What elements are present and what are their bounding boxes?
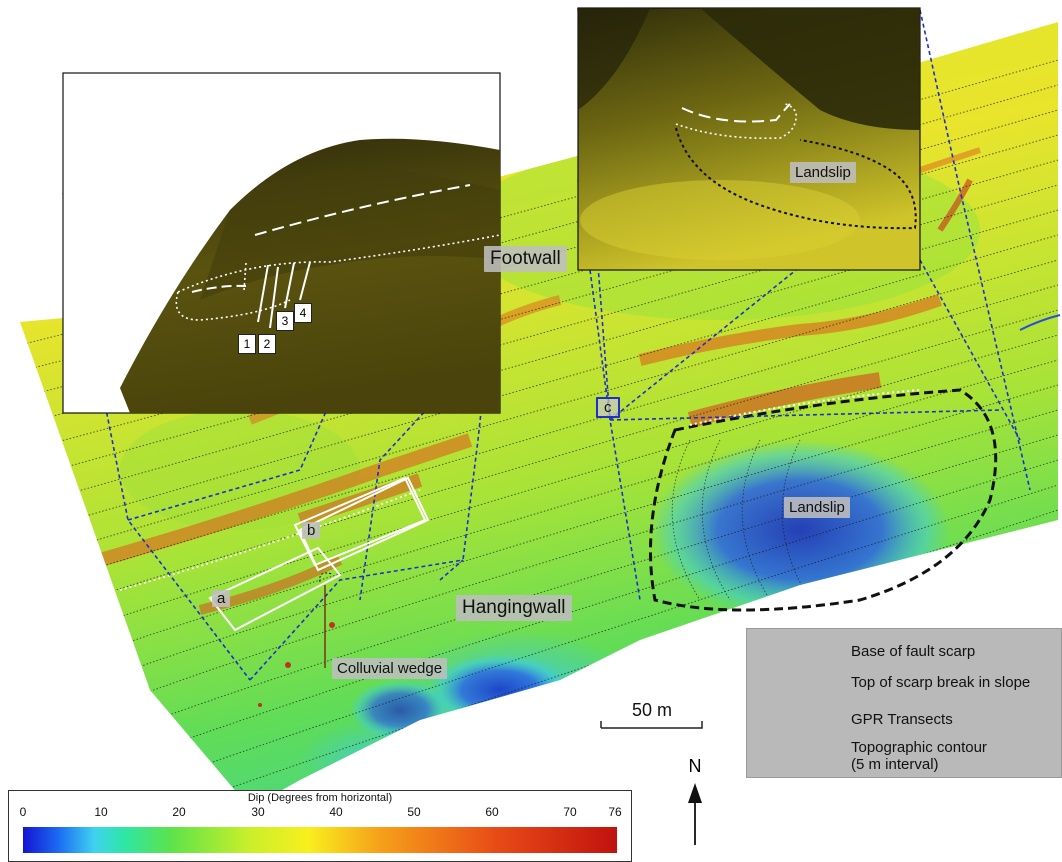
landslip-inset-label: Landslip — [790, 162, 856, 183]
inset-3d-view-footwall — [62, 72, 501, 414]
colorbar-tick: 40 — [329, 805, 343, 819]
scale-bar: 50 m — [600, 700, 704, 730]
site-a-label: a — [212, 590, 231, 607]
north-arrow-label: N — [688, 756, 702, 776]
colorbar-tick: 70 — [563, 805, 577, 819]
scale-bar-label: 50 m — [631, 700, 673, 720]
inset-3d-view-landslip — [577, 7, 921, 271]
colorbar-tick: 20 — [172, 805, 186, 819]
colorbar-tick: 76 — [608, 805, 622, 819]
legend-label: GPR Transects — [851, 711, 953, 728]
map-legend: Base of fault scarp Top of scarp break i… — [746, 628, 1062, 778]
colorbar-tick: 60 — [485, 805, 499, 819]
gpr-transect-4-label: 4 — [294, 303, 312, 323]
legend-label: Top of scarp break in slope — [851, 674, 1031, 691]
colorbar-tick: 30 — [251, 805, 265, 819]
footwall-label: Footwall — [484, 246, 567, 272]
legend-label: Base of fault scarp — [851, 643, 976, 660]
landslip-map-label: Landslip — [784, 497, 850, 518]
colorbar-title: Dip (Degrees from horizontal) — [247, 792, 393, 804]
gpr-transect-3-label: 3 — [276, 311, 294, 331]
legend-label: Topographic contour — [851, 739, 987, 756]
north-arrow: N — [680, 756, 710, 862]
site-b-label: b — [302, 522, 321, 539]
site-c-label: c — [596, 397, 620, 418]
legend-sublabel: (5 m interval) — [851, 756, 939, 773]
hangingwall-label: Hangingwall — [456, 595, 572, 621]
gpr-transect-2-label: 2 — [258, 334, 276, 354]
colorbar-ramp — [23, 827, 617, 853]
colorbar-tick: 0 — [19, 805, 27, 819]
dip-colorbar: Dip (Degrees from horizontal) 0 10 20 30… — [8, 790, 632, 862]
colorbar-tick: 10 — [94, 805, 108, 819]
gpr-transect-1-label: 1 — [238, 334, 256, 354]
colorbar-tick: 50 — [407, 805, 421, 819]
colluvial-wedge-label: Colluvial wedge — [332, 658, 448, 679]
